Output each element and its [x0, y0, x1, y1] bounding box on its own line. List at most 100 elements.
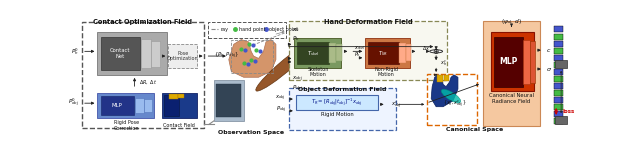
Bar — [101, 96, 134, 115]
Bar — [134, 98, 145, 113]
Text: $T_R = [R_{obj}|t_{obj}]^{-1}x_{obj}$: $T_R = [R_{obj}|t_{obj}]^{-1}x_{obj}$ — [311, 97, 363, 108]
Bar — [554, 104, 563, 110]
Text: $P_h$: $P_h$ — [292, 34, 300, 43]
Bar — [530, 41, 535, 83]
Bar — [554, 118, 563, 124]
Bar — [231, 40, 273, 73]
Bar — [169, 94, 178, 99]
Text: Rigid Pose
Correction: Rigid Pose Correction — [113, 120, 139, 131]
Text: loss: loss — [562, 109, 574, 114]
Bar — [554, 26, 563, 32]
Text: hand point: hand point — [239, 27, 265, 32]
Text: $\{P_h, P_{obj}\}$: $\{P_h, P_{obj}\}$ — [214, 51, 239, 61]
Text: $x_h^c$: $x_h^c$ — [440, 58, 447, 68]
Text: Rigid Motion: Rigid Motion — [321, 112, 353, 118]
Text: Non-Rigid
Motion: Non-Rigid Motion — [374, 67, 398, 77]
Bar — [494, 37, 523, 87]
Text: $x_h$: $x_h$ — [292, 26, 300, 34]
Bar — [164, 95, 179, 116]
Bar — [208, 22, 286, 38]
Bar — [296, 95, 378, 110]
Text: $P_{obj}$: $P_{obj}$ — [276, 105, 286, 115]
Text: Skeleton
Motion: Skeleton Motion — [307, 67, 329, 77]
Text: Pose
Optimization: Pose Optimization — [167, 51, 198, 62]
Bar — [483, 21, 540, 126]
Bar — [554, 62, 563, 68]
Text: Contact Optimization Field: Contact Optimization Field — [93, 19, 193, 26]
Text: $x_{obj}$: $x_{obj}$ — [275, 94, 286, 103]
Bar — [554, 48, 563, 54]
Bar — [406, 44, 411, 61]
Bar — [444, 75, 449, 81]
Text: $P_{obj}$: $P_{obj}$ — [292, 84, 303, 94]
Text: Contact Field: Contact Field — [163, 123, 195, 128]
Bar — [437, 75, 443, 82]
Bar — [555, 60, 567, 68]
Bar — [216, 84, 241, 117]
Bar — [162, 93, 196, 118]
Bar — [399, 43, 406, 63]
Bar — [297, 42, 330, 64]
Text: Contact
Net: Contact Net — [110, 48, 131, 59]
Bar — [168, 44, 197, 68]
Bar — [554, 41, 563, 47]
Bar — [141, 39, 152, 68]
Text: $T_{NR}$: $T_{NR}$ — [378, 49, 388, 58]
Polygon shape — [431, 75, 458, 107]
Text: $\sigma$: $\sigma$ — [547, 65, 552, 73]
Bar — [554, 97, 563, 103]
Text: $c$: $c$ — [547, 47, 552, 54]
Bar — [554, 111, 563, 117]
Bar — [368, 42, 399, 64]
Text: $\Delta x$: $\Delta x$ — [422, 44, 431, 52]
Text: Hand Deformation Field: Hand Deformation Field — [324, 19, 413, 25]
Text: $T_{skel}$: $T_{skel}$ — [307, 49, 319, 58]
Bar — [491, 32, 534, 91]
Ellipse shape — [256, 40, 316, 91]
Bar — [555, 116, 567, 124]
Bar — [214, 80, 244, 121]
Text: Observation Space: Observation Space — [218, 130, 284, 134]
Text: $P_h^0$: $P_h^0$ — [71, 46, 79, 57]
Bar — [97, 93, 154, 118]
Bar — [554, 55, 563, 61]
Bar — [101, 37, 140, 70]
Bar — [554, 69, 563, 75]
Bar — [289, 21, 447, 80]
Text: Canonical Neural
Radiance Field: Canonical Neural Radiance Field — [489, 93, 534, 104]
Bar — [294, 38, 341, 68]
Text: $(\psi_d,\ d)$: $(\psi_d,\ d)$ — [501, 17, 522, 26]
Bar — [97, 32, 167, 75]
Bar — [337, 44, 342, 61]
Bar — [178, 94, 184, 99]
Ellipse shape — [441, 89, 461, 103]
Text: $P_h$: $P_h$ — [355, 50, 361, 59]
Bar — [554, 90, 563, 96]
Bar — [554, 34, 563, 40]
Text: Object Deformation Field: Object Deformation Field — [298, 87, 387, 92]
Bar — [152, 41, 161, 67]
Bar — [330, 43, 337, 63]
Circle shape — [429, 50, 443, 53]
Text: $\Delta R,\ \Delta t$: $\Delta R,\ \Delta t$ — [140, 78, 157, 86]
Text: $x_{skel}$: $x_{skel}$ — [355, 45, 366, 52]
Text: object point: object point — [269, 27, 298, 32]
Text: $P_{obj}^0$: $P_{obj}^0$ — [68, 97, 79, 109]
Text: $x_{obj}$: $x_{obj}$ — [292, 75, 303, 84]
Bar — [289, 88, 396, 130]
Text: $\oplus$: $\oplus$ — [432, 47, 440, 56]
Polygon shape — [229, 40, 276, 77]
Bar — [428, 74, 477, 125]
Text: ray: ray — [220, 27, 228, 32]
Bar — [523, 40, 530, 84]
Bar — [554, 83, 563, 89]
Text: MLP: MLP — [112, 103, 123, 108]
Bar — [82, 22, 204, 128]
Text: MLP: MLP — [499, 57, 518, 66]
Bar — [365, 38, 410, 68]
Text: Canonical Space: Canonical Space — [445, 127, 503, 132]
Bar — [145, 99, 152, 112]
Bar — [554, 76, 563, 82]
Text: $\{x_h^c, x_{obj}^c\}$: $\{x_h^c, x_{obj}^c\}$ — [443, 98, 466, 109]
Text: $x_{obj}^c$: $x_{obj}^c$ — [392, 99, 403, 110]
